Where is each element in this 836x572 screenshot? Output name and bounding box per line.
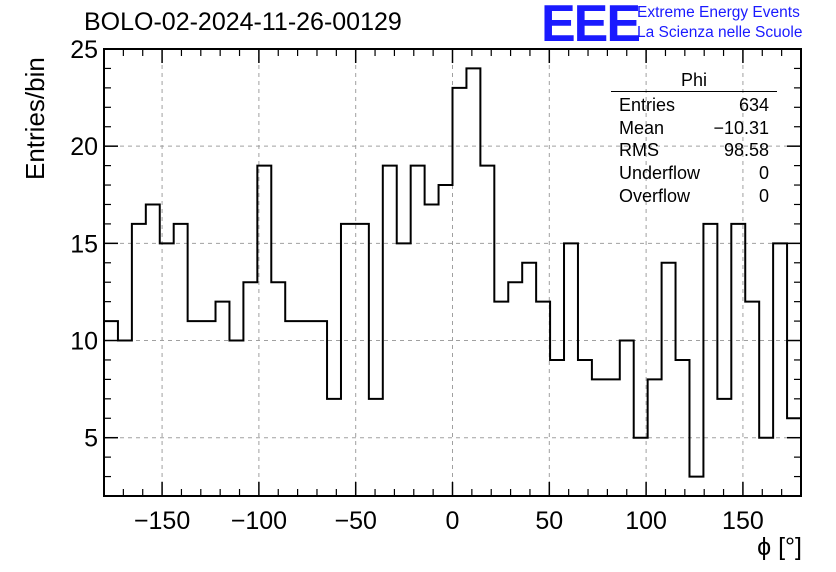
x-tick-label: −150 (134, 507, 190, 535)
stats-row-entries: Entries 634 (611, 94, 777, 117)
chart-title: BOLO-02-2024-11-26-00129 (84, 8, 402, 36)
axis-ticks (103, 48, 802, 496)
tick-labels: −150 −100 −50 0 50 100 150 5 10 15 20 25 (70, 36, 764, 535)
stats-label: RMS (619, 140, 659, 161)
stats-label: Entries (619, 95, 676, 115)
stats-label: Overflow (619, 185, 691, 206)
x-tick-label: 0 (446, 507, 460, 535)
stats-row-mean: Mean −10.31 (611, 117, 777, 140)
x-tick-label: 100 (625, 507, 667, 535)
x-axis-label: ϕ [°] (757, 533, 802, 561)
y-tick-label: 5 (84, 425, 98, 453)
stats-title: Phi (611, 70, 777, 92)
y-tick-label: 10 (70, 328, 98, 356)
stats-value: 98.58 (723, 140, 769, 161)
stats-label: Underflow (619, 163, 701, 184)
stats-row-overflow: Overflow 0 (611, 185, 777, 208)
stats-label: Mean (619, 117, 665, 138)
stats-row-underflow: Underflow 0 (611, 162, 777, 185)
stats-value: 0 (758, 185, 769, 206)
x-tick-label: 150 (722, 507, 764, 535)
x-tick-label: 50 (535, 507, 563, 535)
x-tick-label: −50 (334, 507, 376, 535)
logo-line-1: Extreme Energy Events (637, 4, 800, 21)
stats-value: 0 (758, 163, 769, 184)
logo-line-2: La Scienza nelle Scuole (637, 24, 803, 41)
y-tick-label: 15 (70, 230, 98, 258)
eee-logo-text: Extreme Energy Events La Scienza nelle S… (637, 3, 802, 43)
stats-value: −10.31 (713, 117, 769, 138)
histogram-series (104, 67, 801, 478)
x-tick-label: −100 (231, 507, 287, 535)
y-axis-label: Entries/bin (20, 57, 50, 180)
eee-logo-mark: EEE (541, 0, 641, 53)
stats-box: Phi Entries 634 Mean −10.31 RMS 98.58 Un… (611, 70, 777, 208)
y-tick-label: 25 (70, 36, 98, 64)
y-tick-label: 20 (70, 133, 98, 161)
stats-row-rms: RMS 98.58 (611, 139, 777, 162)
stats-value: 634 (738, 95, 769, 115)
